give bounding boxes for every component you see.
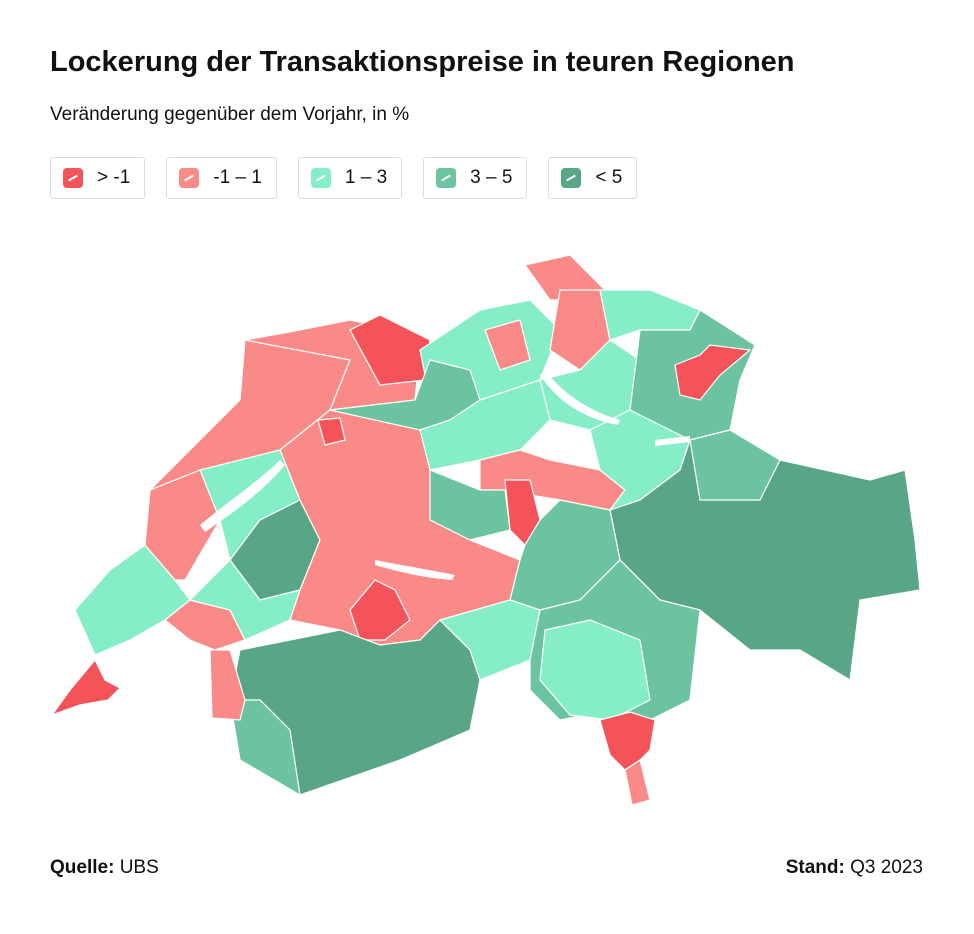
legend-item: 3 – 5 [423,157,528,199]
legend-item: -1 – 1 [166,157,277,199]
region [419,379,551,471]
title: Lockerung der Transaktionspreise in teur… [50,46,795,78]
source-value: UBS [119,857,159,878]
date-value: Q3 2023 [850,857,923,878]
date-label: Stand: [785,857,845,878]
legend-label: 1 – 3 [344,167,388,188]
legend-item: 1 – 3 [297,157,403,199]
legend-item: > -1 [50,157,146,199]
subtitle: Veränderung gegenüber dem Vorjahr, in % [50,104,410,125]
lake [200,460,285,532]
lake [655,436,690,446]
region [539,619,651,721]
lake [540,370,620,425]
region [229,699,301,797]
legend-label: -1 – 1 [213,167,262,188]
region [689,429,781,501]
source: Quelle: UBS [50,857,159,879]
legend-item: < 5 [548,157,638,199]
legend-label: < 5 [595,167,623,188]
legend-swatch [310,168,331,188]
legend-swatch [63,168,83,188]
source-label: Quelle: [50,857,115,878]
region [599,711,656,771]
region [50,658,121,717]
legend-swatch [179,168,200,188]
legend-label: 3 – 5 [470,167,513,188]
lake [375,560,455,580]
region [624,759,651,806]
region [209,649,246,721]
legend-swatch [561,168,582,188]
legend: > -1 -1 – 1 1 – 3 3 – 5 < 5 [50,157,638,199]
region [317,417,346,446]
map [50,254,921,806]
region [674,344,752,401]
date: Stand: Q3 2023 [786,857,923,879]
legend-swatch [436,168,457,188]
region [429,469,511,541]
legend-label: > -1 [97,167,131,188]
region [484,319,531,371]
